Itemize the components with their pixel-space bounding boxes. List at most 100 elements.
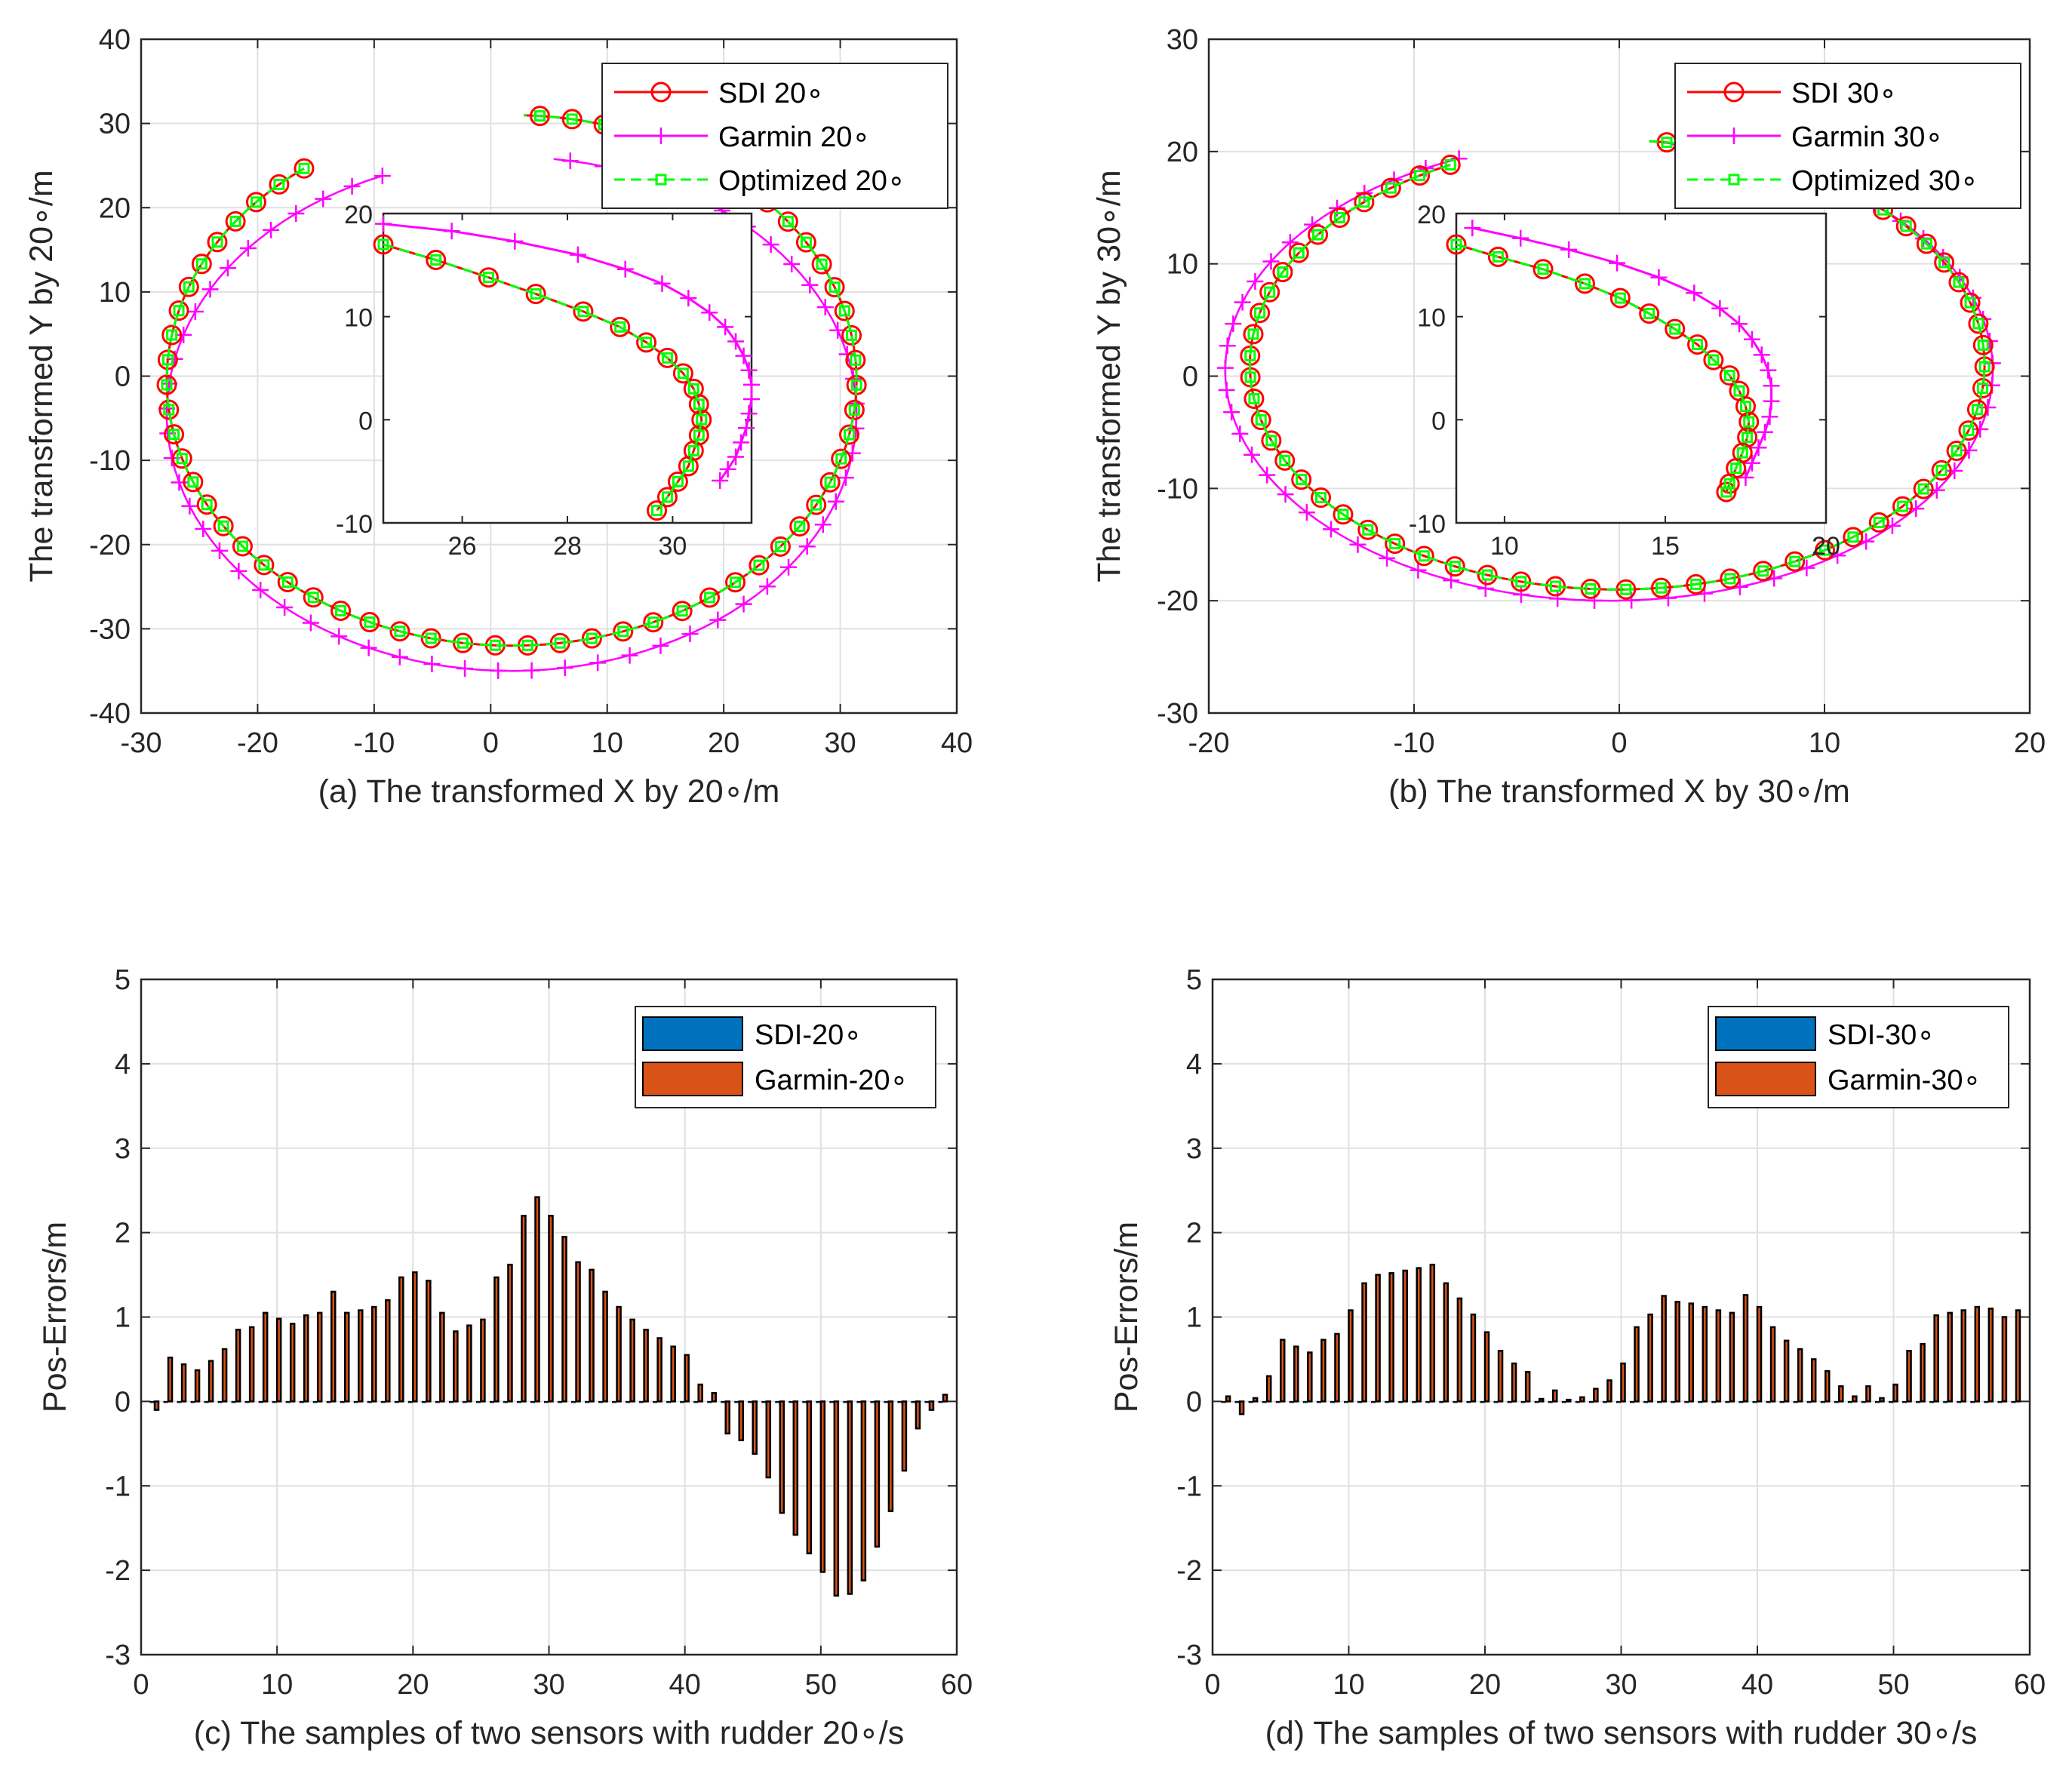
inset-garmin-point xyxy=(1560,241,1578,258)
sdi-point xyxy=(359,612,380,633)
sdi-bar xyxy=(462,1400,467,1403)
garmin-point xyxy=(783,255,801,272)
x-axis-label: (d) The samples of two sensors with rudd… xyxy=(1265,1715,1978,1751)
optimized-point xyxy=(1293,247,1305,259)
inset-sdi-point xyxy=(1532,259,1554,280)
garmin-bar xyxy=(262,1311,269,1403)
y-tick-label: -20 xyxy=(1157,586,1198,617)
garmin-bar xyxy=(548,1215,554,1403)
inset-garmin-point xyxy=(738,420,755,437)
garmin-point xyxy=(263,221,280,238)
garmin-bar xyxy=(1865,1385,1871,1403)
sdi-point xyxy=(1440,154,1461,175)
optimized-point xyxy=(1279,454,1291,466)
garmin-bar xyxy=(1756,1305,1763,1403)
sdi-bar xyxy=(680,1400,685,1403)
garmin-bar xyxy=(616,1305,622,1403)
optimized-point xyxy=(307,592,319,604)
sdi-point xyxy=(1250,303,1271,324)
legend-label: Optimized 30∘ xyxy=(1791,165,1978,197)
inset-optimized-point xyxy=(687,383,699,395)
inset-sdi-point xyxy=(373,234,394,255)
x-tick-label: -10 xyxy=(1394,727,1435,759)
sdi-bar xyxy=(435,1400,440,1403)
inset-optimized-point xyxy=(672,475,684,487)
inset-optimized-point xyxy=(482,272,494,284)
sdi-bar xyxy=(1779,1400,1785,1403)
garmin-bar xyxy=(303,1314,309,1403)
sdi-point xyxy=(1916,233,1937,254)
optimized-point xyxy=(1847,531,1859,543)
garmin-bar xyxy=(1606,1379,1612,1403)
sdi-point xyxy=(1815,539,1836,561)
garmin-bar xyxy=(697,1383,703,1403)
sdi-point xyxy=(1385,533,1406,555)
inset-garmin-point xyxy=(1763,392,1780,410)
optimized-point xyxy=(1819,544,1831,556)
optimized-point xyxy=(828,281,841,294)
inset-sdi-point xyxy=(636,332,657,353)
axes-d-frame xyxy=(1211,978,2031,1656)
inset-sdi-point xyxy=(1735,396,1756,417)
x-axis-label: (a) The transformed X by 20∘/m xyxy=(318,773,780,810)
x-tick-label: 30 xyxy=(824,727,856,759)
optimized-point xyxy=(1244,371,1256,383)
sdi-bar xyxy=(1466,1400,1471,1403)
garmin-bar xyxy=(779,1400,785,1514)
sdi-bar xyxy=(802,1400,807,1403)
optimized-point xyxy=(168,429,180,441)
sdi-bar xyxy=(1588,1400,1594,1403)
sdi-point xyxy=(1785,551,1806,572)
sdi-point xyxy=(1243,324,1264,345)
sdi-bar xyxy=(2011,1400,2016,1403)
inset-garmin-point xyxy=(1761,408,1778,426)
sdi-bar xyxy=(884,1400,889,1403)
optimized-point xyxy=(848,404,860,416)
garmin-bar xyxy=(819,1400,826,1573)
sdi-point xyxy=(1895,216,1917,237)
garmin-bar xyxy=(493,1276,500,1403)
sdi-point xyxy=(330,600,352,621)
garmin-bar xyxy=(629,1318,635,1403)
garmin-bar xyxy=(1742,1294,1749,1403)
inset-garmin-point xyxy=(1757,423,1774,441)
optimized-point xyxy=(816,258,828,270)
garmin-bar xyxy=(684,1354,690,1403)
optimized-point xyxy=(1661,137,1673,149)
garmin-point xyxy=(186,303,204,320)
inset-sdi-point xyxy=(656,347,678,368)
inset-optimized-point xyxy=(693,398,705,410)
sdi-bar xyxy=(653,1400,658,1403)
optimized-point xyxy=(1977,383,1989,395)
sdi-point xyxy=(1972,334,1994,355)
optimized-point xyxy=(236,540,248,552)
garmin-bar xyxy=(1334,1332,1340,1403)
sdi-point xyxy=(1753,561,1774,582)
legend-marker xyxy=(1728,174,1740,186)
garmin-point xyxy=(758,578,776,595)
garmin-point xyxy=(1972,420,1989,438)
sdi-point xyxy=(183,472,204,493)
x-tick-label: 0 xyxy=(1204,1669,1220,1701)
garmin-point xyxy=(556,659,573,677)
inset-garmin-point xyxy=(733,434,750,451)
axes-a-frame xyxy=(140,38,958,715)
y-tick-label: -10 xyxy=(1157,473,1198,505)
y-tick-label: 1 xyxy=(115,1302,131,1334)
y-tick-label: 3 xyxy=(1186,1133,1202,1165)
y-tick-label: 0 xyxy=(1431,407,1446,435)
sdi-point xyxy=(1274,450,1296,471)
inset-sdi-point xyxy=(1665,318,1686,340)
sdi-point xyxy=(161,324,183,346)
garmin-bar xyxy=(806,1400,813,1554)
x-tick-label: 0 xyxy=(133,1669,149,1701)
sdi-bar xyxy=(1520,1400,1526,1403)
inset-optimized-point xyxy=(696,413,708,426)
garmin-point xyxy=(230,562,247,579)
optimized-point xyxy=(161,354,174,366)
garmin-point xyxy=(1234,294,1251,311)
sdi-point xyxy=(581,628,602,649)
inset-garmin-point xyxy=(727,448,745,466)
sdi-bar xyxy=(1657,1400,1662,1403)
